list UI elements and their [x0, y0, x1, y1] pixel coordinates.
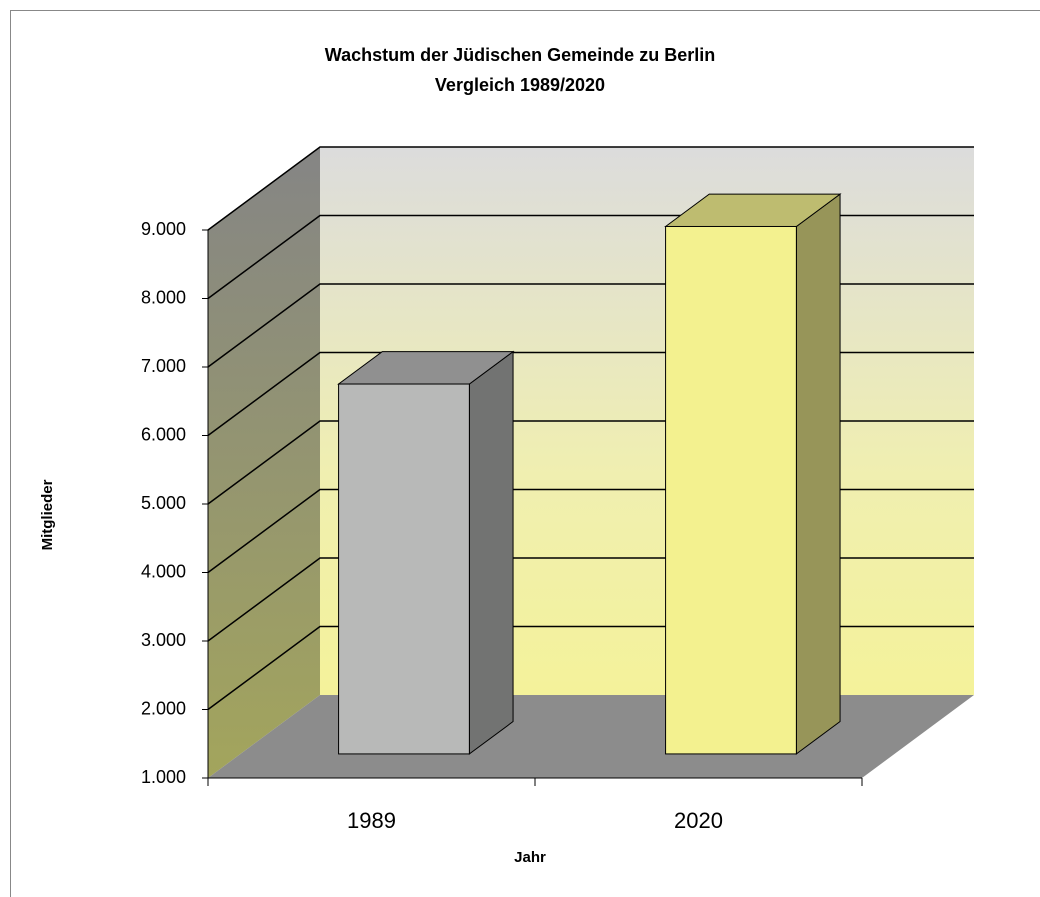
x-tick-label: 2020 — [674, 808, 723, 833]
bar-side — [795, 193, 841, 755]
y-tick-label: 5.000 — [141, 493, 186, 513]
x-tick-label: 1989 — [347, 808, 396, 833]
x-axis-title: Jahr — [514, 849, 546, 866]
y-tick-label: 4.000 — [141, 561, 186, 581]
grid-line — [207, 146, 974, 231]
chart-border — [10, 10, 1040, 897]
y-tick-label: 1.000 — [141, 767, 186, 787]
y-tick-label: 8.000 — [141, 287, 186, 307]
y-tick-label: 7.000 — [141, 356, 186, 376]
bar — [338, 383, 470, 755]
y-axis-title: Mitglieder — [39, 479, 56, 550]
floor — [208, 695, 974, 778]
y-tick-label: 2.000 — [141, 698, 186, 718]
bar — [665, 225, 797, 755]
y-tick-label: 3.000 — [141, 630, 186, 650]
y-tick-label: 6.000 — [141, 424, 186, 444]
chart-title: Wachstum der Jüdischen Gemeinde zu Berli… — [325, 45, 715, 65]
chart-subtitle: Vergleich 1989/2020 — [435, 75, 605, 95]
y-tick-label: 9.000 — [141, 219, 186, 239]
bar-side — [468, 350, 514, 755]
